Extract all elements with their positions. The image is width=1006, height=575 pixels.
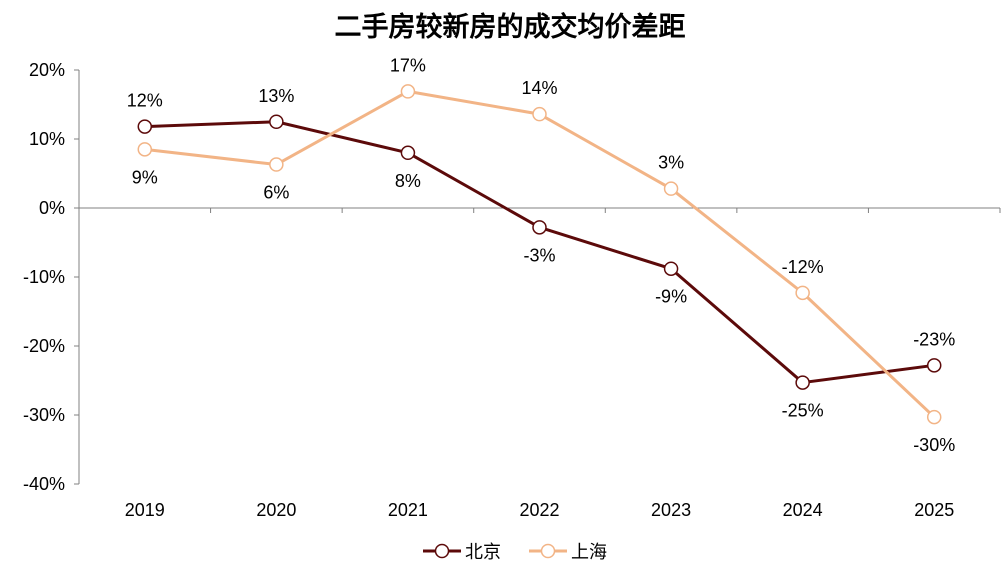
x-tick-label: 2024 [783,500,823,520]
data-point [926,358,942,373]
legend-marker [434,543,450,559]
legend-label: 北京 [465,542,501,563]
data-label: -12% [782,257,824,277]
legend-marker [540,543,556,559]
chart-title: 二手房较新房的成交均价差距 [335,11,686,43]
data-point [137,142,153,157]
data-label: 9% [132,167,158,187]
data-point [400,145,416,161]
data-label: -30% [913,435,955,455]
series-layer: 12% 13% 8% -3% -9% -25% -23% 9% 6% 17% 14% 3% -12% -3… [127,55,955,455]
x-tick-label: 2023 [651,500,691,520]
legend: 北京 上海 [423,542,607,563]
x-tick-label: 2020 [256,500,296,520]
data-label: -9% [655,287,687,307]
legend-label: 上海 [571,542,607,563]
data-label: -3% [523,245,555,265]
data-label: 3% [658,153,684,173]
data-label: 17% [390,55,426,75]
data-point [795,375,810,390]
data-label: 12% [127,91,163,111]
data-point [269,114,284,129]
y-tick-label: -40% [23,474,65,494]
x-tick-label: 2022 [519,500,559,520]
series-1: 12% 13% 8% -3% -9% -25% -23% [127,86,955,421]
y-tick-label: 10% [29,129,65,149]
legend-item-1: 北京 [423,542,501,563]
legend-item-2: 上海 [529,542,607,563]
y-tick-label: -10% [23,267,65,287]
x-tick-label: 2025 [914,500,954,520]
y-tick-labels: 20% 10% 0% -10% -20% -30% -40% [23,60,65,494]
data-point [400,84,416,99]
series-2: 9% 6% 17% 14% 3% -12% -30% [132,55,955,455]
data-label: -25% [782,401,824,421]
data-label: 8% [395,171,421,191]
y-tick-label: -30% [23,405,65,425]
data-label: 6% [263,183,289,203]
y-tick-label: 0% [39,198,65,218]
axes [74,69,1001,485]
data-point [663,181,679,196]
data-point [663,261,679,276]
data-label: -23% [913,329,955,349]
data-point [795,285,810,301]
x-tick-label: 2019 [125,500,165,520]
data-point [269,157,284,172]
data-label: 13% [258,86,294,106]
x-tick-labels: 2019 2020 2021 2022 2023 2024 2025 [125,500,954,520]
data-point [137,119,153,134]
y-tick-label: -20% [23,336,65,356]
data-point [532,220,547,235]
data-point [532,106,547,122]
data-point [926,409,942,425]
y-tick-label: 20% [29,60,65,80]
data-label: 14% [521,78,557,98]
x-tick-label: 2021 [388,500,428,520]
